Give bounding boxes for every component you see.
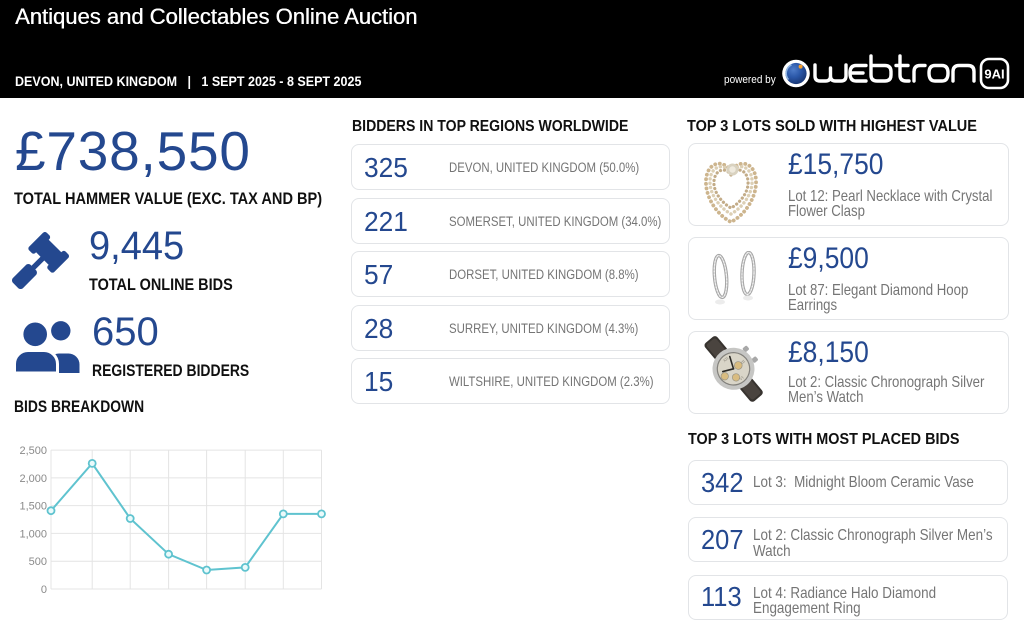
svg-text:9AI: 9AI (984, 67, 1004, 82)
svg-text:500: 500 (29, 556, 47, 568)
svg-text:VI: VI (738, 374, 745, 381)
svg-text:0: 0 (41, 584, 47, 596)
svg-text:2,000: 2,000 (19, 473, 47, 485)
svg-text:III: III (740, 358, 747, 365)
svg-text:XII: XII (722, 355, 730, 363)
svg-text:2,500: 2,500 (19, 445, 47, 457)
svg-text:1,500: 1,500 (19, 501, 47, 513)
svg-text:1,000: 1,000 (19, 528, 47, 540)
